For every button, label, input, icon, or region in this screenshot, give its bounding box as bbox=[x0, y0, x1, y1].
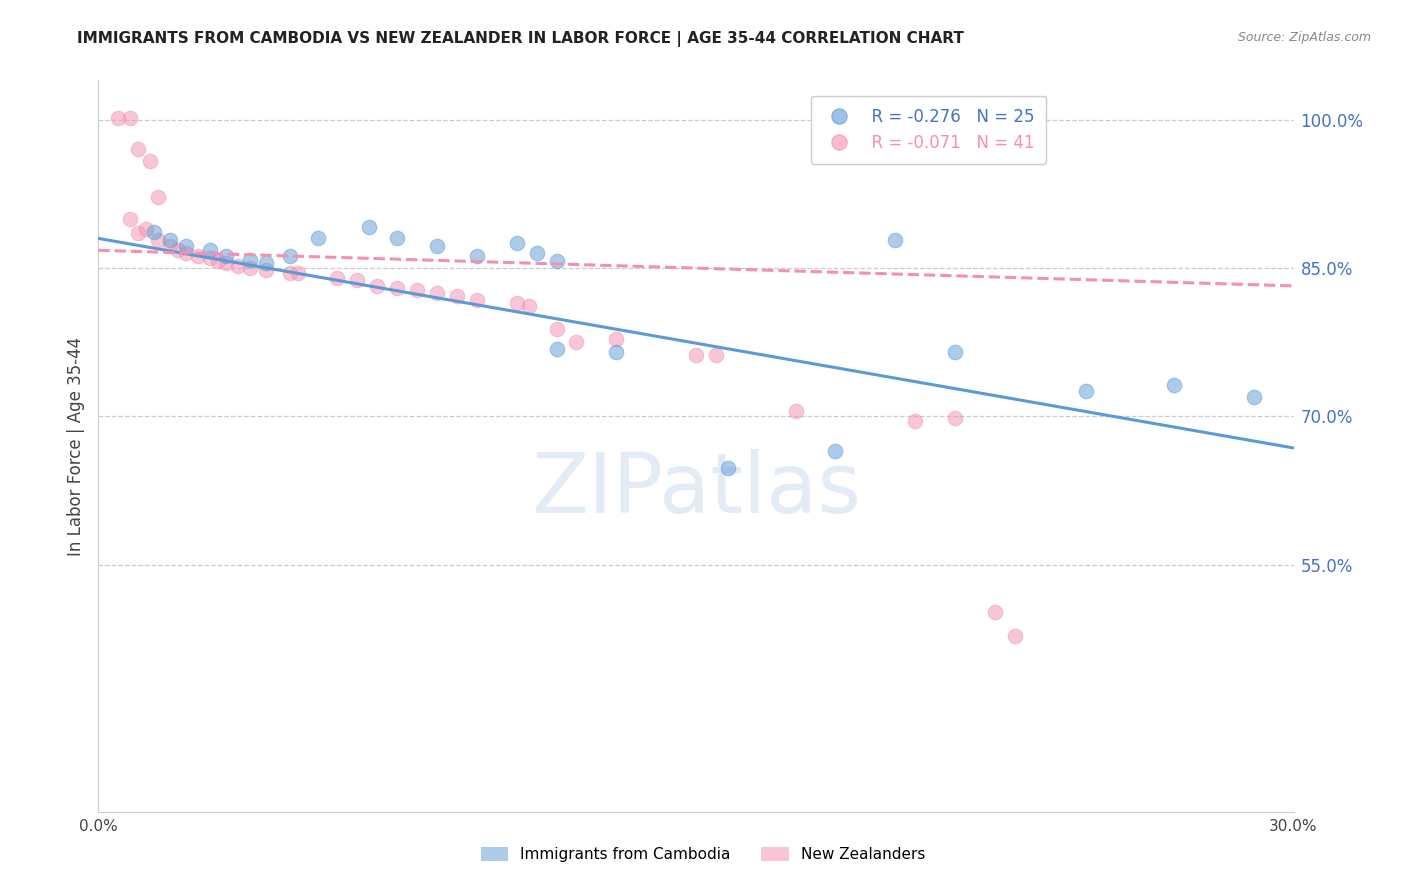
Point bbox=[127, 143, 149, 157]
Point bbox=[278, 266, 301, 280]
Point bbox=[359, 219, 381, 234]
Point bbox=[1004, 629, 1026, 643]
Point bbox=[465, 249, 488, 263]
Point bbox=[426, 285, 449, 300]
Point bbox=[159, 239, 181, 253]
Point bbox=[127, 227, 149, 241]
Point bbox=[406, 283, 429, 297]
Text: Source: ZipAtlas.com: Source: ZipAtlas.com bbox=[1237, 31, 1371, 45]
Point bbox=[148, 234, 170, 248]
Legend: Immigrants from Cambodia, New Zealanders: Immigrants from Cambodia, New Zealanders bbox=[474, 841, 932, 868]
Point bbox=[120, 211, 142, 226]
Point bbox=[215, 256, 238, 270]
Point bbox=[465, 293, 488, 307]
Point bbox=[239, 261, 262, 276]
Point bbox=[159, 234, 181, 248]
Point bbox=[904, 414, 927, 428]
Point bbox=[198, 244, 221, 258]
Point bbox=[446, 289, 468, 303]
Point bbox=[426, 239, 449, 253]
Point bbox=[506, 236, 529, 251]
Point bbox=[884, 234, 907, 248]
Text: IMMIGRANTS FROM CAMBODIA VS NEW ZEALANDER IN LABOR FORCE | AGE 35-44 CORRELATION: IMMIGRANTS FROM CAMBODIA VS NEW ZEALANDE… bbox=[77, 31, 965, 47]
Point bbox=[1163, 377, 1185, 392]
Point bbox=[605, 345, 627, 359]
Point bbox=[226, 259, 249, 273]
Point bbox=[546, 342, 568, 356]
Point bbox=[174, 246, 197, 260]
Point bbox=[704, 348, 727, 362]
Point bbox=[824, 444, 846, 458]
Point bbox=[1076, 384, 1098, 398]
Point bbox=[143, 226, 166, 240]
Point bbox=[385, 281, 409, 295]
Point bbox=[239, 253, 262, 268]
Point bbox=[546, 254, 568, 268]
Point bbox=[207, 254, 229, 268]
Point bbox=[254, 263, 277, 277]
Point bbox=[943, 411, 966, 425]
Point bbox=[167, 244, 190, 258]
Point bbox=[1243, 390, 1265, 404]
Point bbox=[307, 231, 329, 245]
Point bbox=[107, 111, 129, 125]
Point bbox=[517, 299, 540, 313]
Point bbox=[215, 249, 238, 263]
Point bbox=[135, 221, 157, 235]
Point bbox=[685, 348, 707, 362]
Point bbox=[785, 404, 807, 418]
Point bbox=[346, 273, 368, 287]
Point bbox=[385, 231, 409, 245]
Point bbox=[526, 246, 548, 260]
Point bbox=[326, 271, 349, 285]
Point bbox=[254, 256, 277, 270]
Point bbox=[139, 154, 162, 169]
Point bbox=[605, 332, 627, 346]
Point bbox=[278, 249, 301, 263]
Point bbox=[120, 111, 142, 125]
Point bbox=[198, 251, 221, 265]
Text: ZIPatlas: ZIPatlas bbox=[531, 450, 860, 531]
Point bbox=[943, 345, 966, 359]
Point bbox=[366, 278, 388, 293]
Point bbox=[717, 460, 740, 475]
Point bbox=[565, 335, 588, 350]
Y-axis label: In Labor Force | Age 35-44: In Labor Force | Age 35-44 bbox=[66, 336, 84, 556]
Point bbox=[287, 266, 309, 280]
Point bbox=[148, 190, 170, 204]
Point bbox=[174, 239, 197, 253]
Point bbox=[546, 322, 568, 336]
Point bbox=[984, 605, 1007, 619]
Legend:   R = -0.276   N = 25,   R = -0.071   N = 41: R = -0.276 N = 25, R = -0.071 N = 41 bbox=[811, 96, 1046, 163]
Point bbox=[187, 249, 209, 263]
Point bbox=[506, 295, 529, 310]
